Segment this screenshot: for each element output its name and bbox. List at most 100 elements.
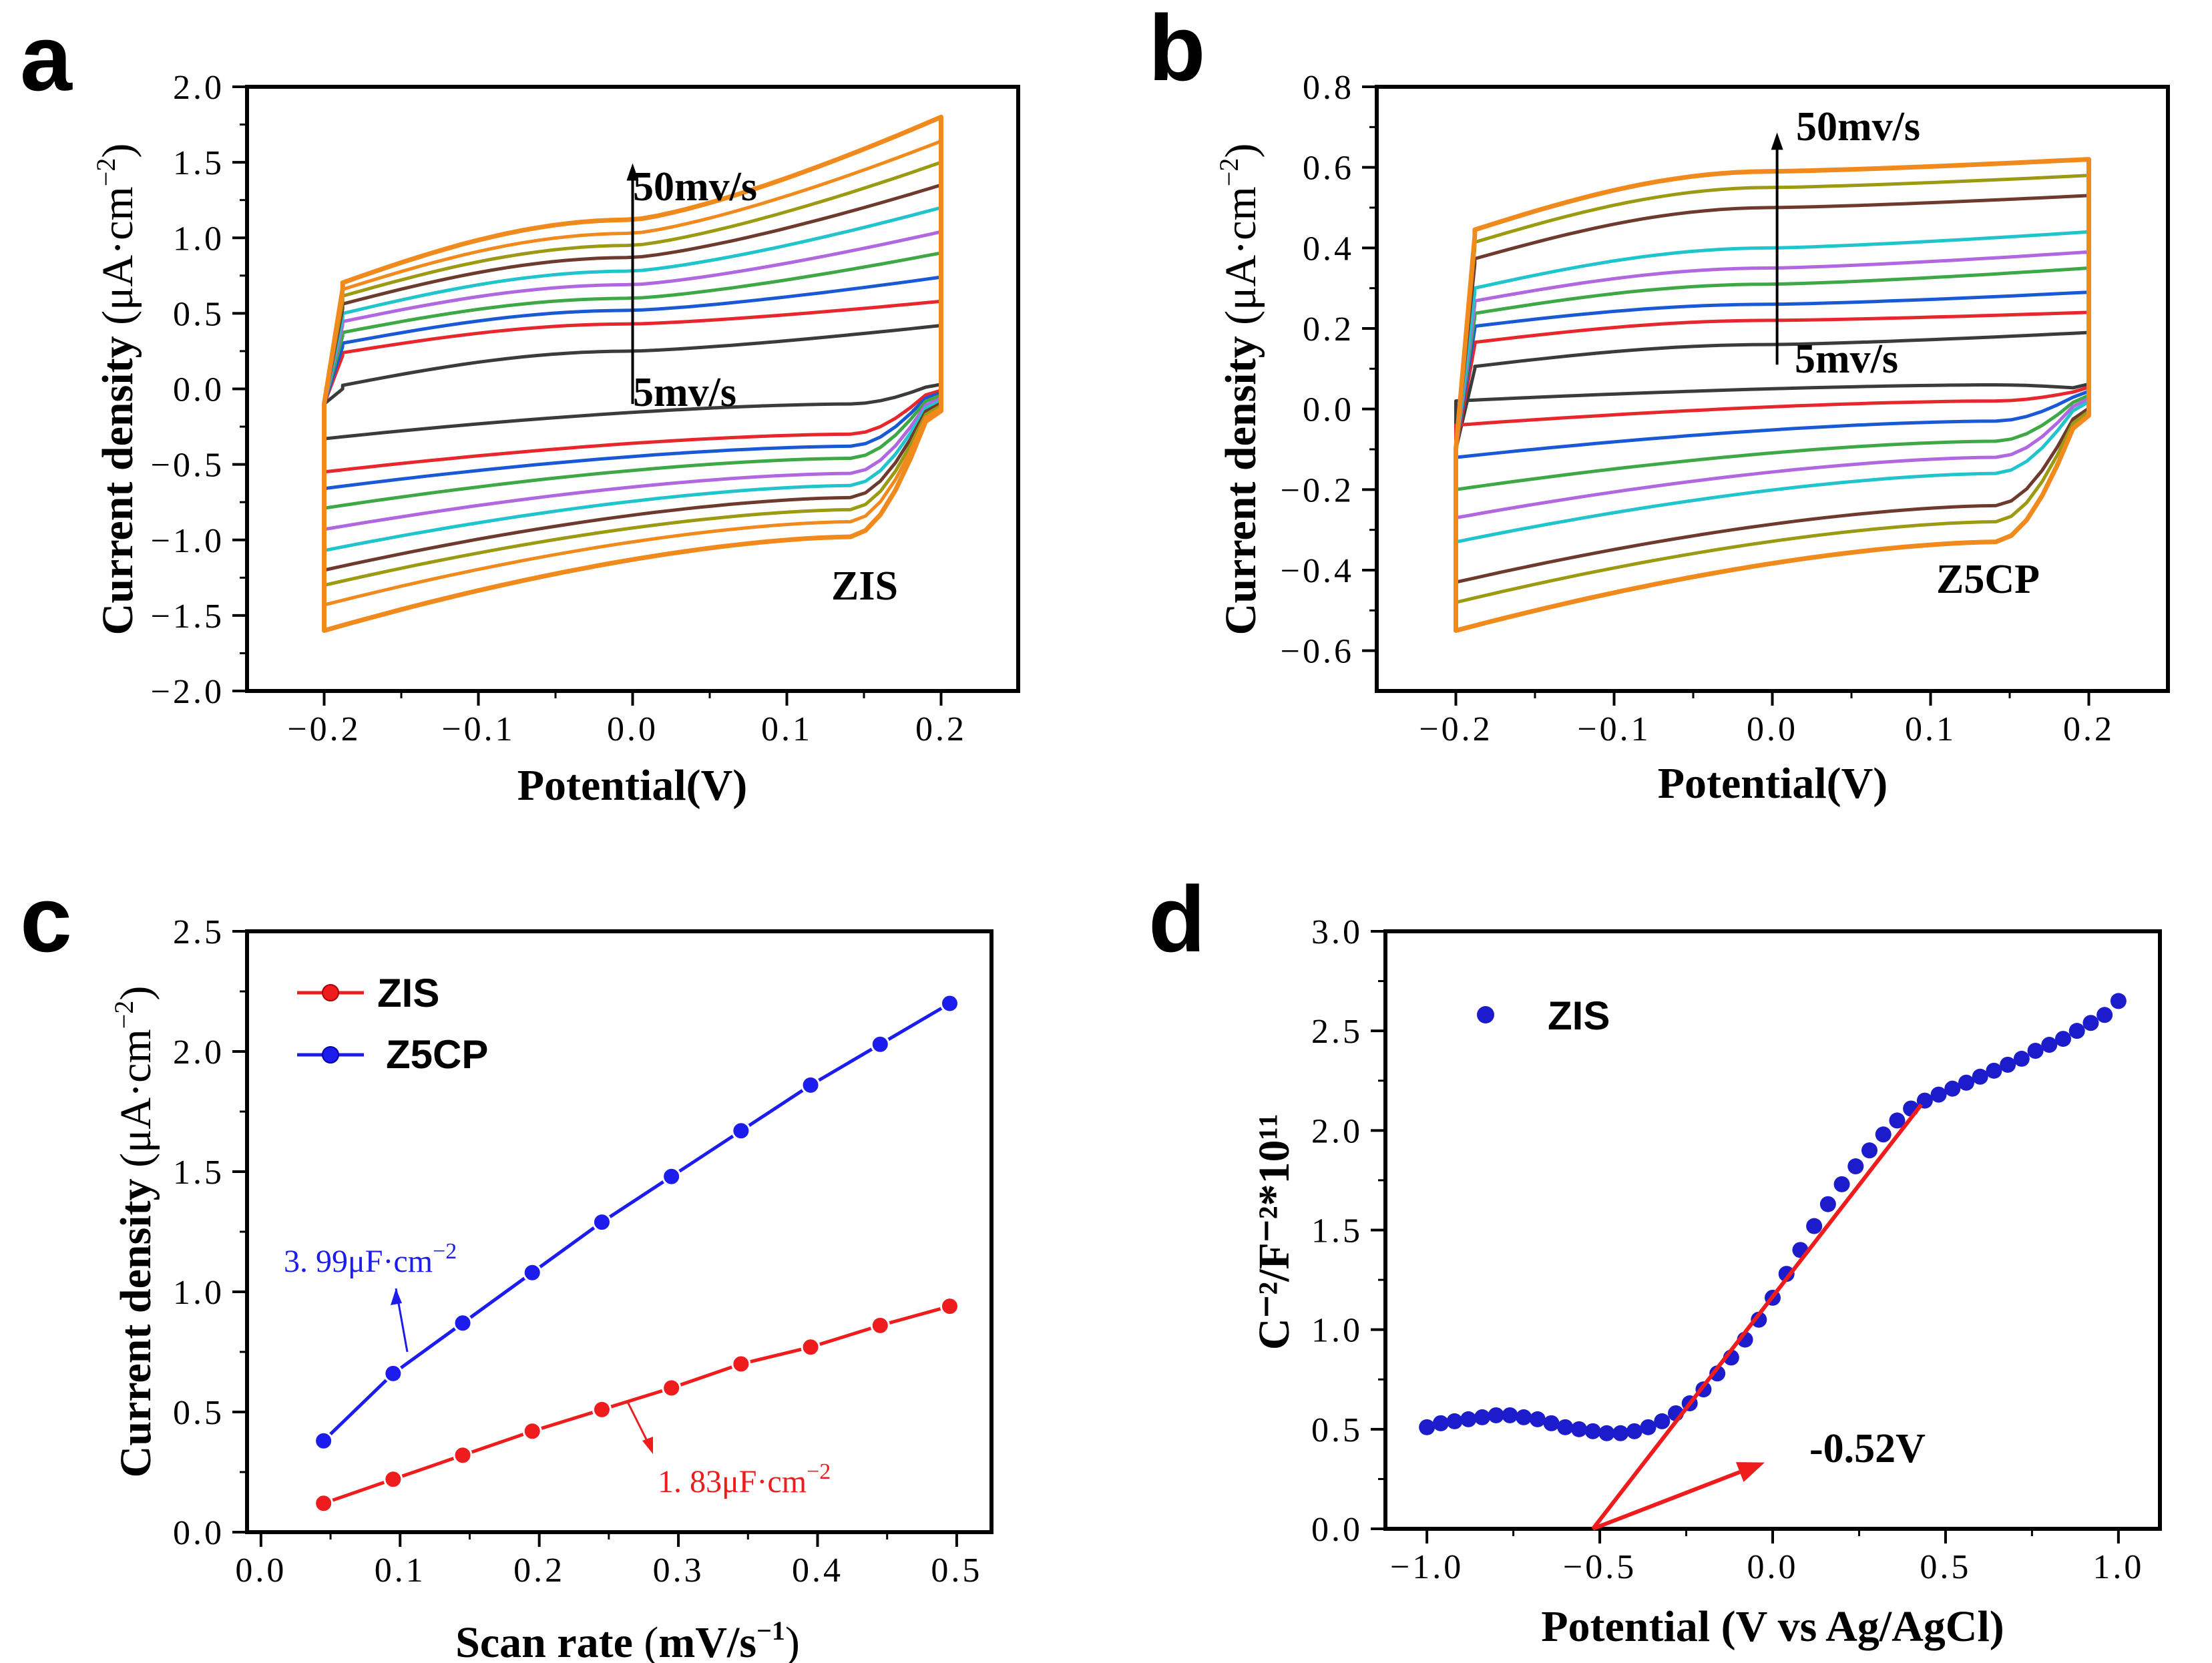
panel-d-point bbox=[1751, 1311, 1767, 1328]
panel-a-x-tick-label: −0.1 bbox=[441, 710, 515, 748]
panel-a-cv-loop bbox=[322, 324, 943, 441]
panel-d-point bbox=[2000, 1056, 2016, 1073]
panel-d-intercept-label: -0.52V bbox=[1809, 1426, 1926, 1471]
panel-a-y-tick-label: 1.0 bbox=[173, 220, 224, 258]
panel-c-chart: 0.0 0.1 0.2 0.3 0.4 0.5 0.0 0.5 1.0 1.5 2.0 2.5 ZIS… bbox=[109, 913, 993, 1663]
panel-c-point-zis bbox=[939, 1296, 959, 1317]
panel-a-y-tick-label: 2.0 bbox=[173, 69, 224, 107]
panel-d-intercept-arrowhead bbox=[1735, 1462, 1765, 1482]
panel-c-y-title-unit: μA·cm bbox=[112, 1029, 160, 1153]
panel-a-y-tick-label: −2.0 bbox=[151, 673, 224, 711]
panel-c-point-zis bbox=[453, 1445, 473, 1465]
panel-a-cv-loop bbox=[322, 275, 943, 491]
panel-d-point bbox=[1598, 1425, 1615, 1441]
panel-letter-d: d bbox=[1148, 867, 1206, 971]
panel-a-y-axis-title: Current density (μA·cm−2) bbox=[91, 144, 142, 636]
legend-zis-marker bbox=[322, 984, 339, 1001]
panel-b-y-title-main: Current density bbox=[1216, 336, 1265, 635]
panel-d-legend-label: ZIS bbox=[1548, 993, 1610, 1038]
panel-c-point-zis bbox=[522, 1421, 542, 1441]
panel-b-y-tick-label: 0.6 bbox=[1303, 150, 1354, 188]
panel-d-point bbox=[2082, 1015, 2099, 1031]
panel-d-point bbox=[1806, 1218, 1823, 1234]
panel-d-point bbox=[1778, 1266, 1795, 1282]
panel-c-point-zis bbox=[592, 1399, 612, 1419]
panel-b-y-title-unit: μA·cm bbox=[1216, 186, 1265, 310]
panel-a-cv-loop bbox=[322, 160, 943, 587]
panel-c-line-z5cp bbox=[322, 1001, 951, 1442]
panel-a-y-tick-label: −1.5 bbox=[151, 598, 224, 636]
panel-d-y-tick-label: 1.0 bbox=[1311, 1312, 1363, 1350]
panel-d-point bbox=[1889, 1112, 1906, 1129]
panel-b-cv-loops bbox=[1454, 157, 2091, 633]
panel-c-point-zis bbox=[314, 1493, 334, 1513]
panel-d-point bbox=[1833, 1176, 1850, 1192]
panel-a-y-tick-label: 0.0 bbox=[173, 371, 224, 409]
panel-d-point bbox=[1972, 1068, 1988, 1085]
panel-d-point bbox=[1626, 1423, 1642, 1439]
panel-c-x-title-main: Scan rate bbox=[455, 1618, 633, 1663]
panel-c-point-z5cp bbox=[522, 1262, 542, 1282]
panel-d-y-tick-label: 2.5 bbox=[1311, 1013, 1363, 1051]
panel-a-arrowhead bbox=[626, 163, 639, 181]
panel-c-point-z5cp bbox=[801, 1075, 821, 1095]
panel-b-x-tick-label: 0.2 bbox=[2063, 710, 2115, 748]
panel-d-point bbox=[1432, 1415, 1449, 1431]
panel-d-x-tick-label: −0.5 bbox=[1563, 1548, 1636, 1586]
blue-slope-exp: −2 bbox=[433, 1239, 457, 1264]
panel-c-y-title-exp: −2 bbox=[109, 1001, 139, 1029]
panel-c-x-tick-label: 0.0 bbox=[235, 1552, 286, 1590]
panel-d-point bbox=[2027, 1043, 2044, 1059]
panel-d-point bbox=[1516, 1409, 1532, 1425]
panel-d-point bbox=[2068, 1023, 2085, 1039]
panel-d-point bbox=[2055, 1031, 2071, 1047]
panel-c-blue-pointer-head bbox=[391, 1288, 402, 1305]
panel-a-cv-loops bbox=[322, 114, 943, 633]
panel-a-y-title-unit: μA·cm bbox=[93, 186, 142, 310]
panel-c-y-tick-label: 1.5 bbox=[173, 1154, 224, 1192]
panel-letter-b: b bbox=[1148, 0, 1206, 100]
panel-d-point bbox=[1612, 1425, 1629, 1441]
panel-c-y-title-main: Current density bbox=[112, 1178, 160, 1477]
panel-a-y-title-exp: −2 bbox=[91, 158, 121, 187]
panel-d-point bbox=[1709, 1365, 1726, 1382]
panel-c-y-tick-label: 0.5 bbox=[173, 1394, 224, 1432]
panel-d-point bbox=[1944, 1080, 1961, 1097]
panel-d-point bbox=[1529, 1411, 1546, 1427]
panel-c-point-zis bbox=[383, 1469, 403, 1489]
panel-b-cv-loop bbox=[1454, 266, 2090, 491]
panel-d-y-axis-title: C⁻²/F⁻²*10¹¹ bbox=[1250, 1114, 1299, 1350]
panel-a-cv-loop bbox=[322, 299, 943, 474]
panel-c-point-zis bbox=[801, 1337, 821, 1357]
panel-c-y-tick-label: 2.5 bbox=[173, 913, 224, 951]
red-slope-value: 1. 83μF·cm bbox=[658, 1464, 807, 1499]
panel-d-x-tick-label: 0.5 bbox=[1920, 1548, 1971, 1586]
panel-d-fit-line bbox=[1591, 1103, 1924, 1530]
panel-a-x-tick-label: −0.2 bbox=[287, 710, 361, 748]
panel-b-x-tick-label: 0.0 bbox=[1747, 710, 1798, 748]
panel-d-point bbox=[1640, 1419, 1656, 1435]
panel-d-point bbox=[1958, 1074, 1974, 1091]
panel-d-point bbox=[2110, 993, 2127, 1009]
panel-c-series bbox=[314, 993, 959, 1513]
panel-b-arrow-top-label: 50mv/s bbox=[1796, 104, 1920, 150]
panel-d-point bbox=[1419, 1419, 1435, 1435]
panel-c-y-tick-label: 1.0 bbox=[173, 1274, 224, 1312]
panel-b-y-tick-label: −0.6 bbox=[1281, 633, 1354, 671]
panel-c-point-z5cp bbox=[314, 1431, 334, 1451]
panel-a-y-title-main: Current density bbox=[93, 336, 142, 635]
panel-b-cv-loop bbox=[1454, 290, 2090, 459]
panel-c-point-z5cp bbox=[939, 993, 959, 1013]
panel-a-cv-loop bbox=[322, 114, 943, 633]
panel-c-point-z5cp bbox=[870, 1034, 890, 1054]
panel-letter-c: c bbox=[20, 867, 72, 971]
panel-d-point bbox=[1502, 1407, 1518, 1423]
panel-b-y-tick-label: 0.8 bbox=[1303, 69, 1354, 107]
panel-d-point bbox=[1460, 1411, 1477, 1427]
panel-d-point bbox=[1474, 1409, 1490, 1425]
panel-d-point bbox=[1875, 1126, 1892, 1143]
panel-c-x-title-unit: mV/s bbox=[658, 1618, 756, 1663]
panel-d-point bbox=[2013, 1050, 2030, 1067]
panel-b-y-tick-label: 0.2 bbox=[1303, 310, 1354, 348]
